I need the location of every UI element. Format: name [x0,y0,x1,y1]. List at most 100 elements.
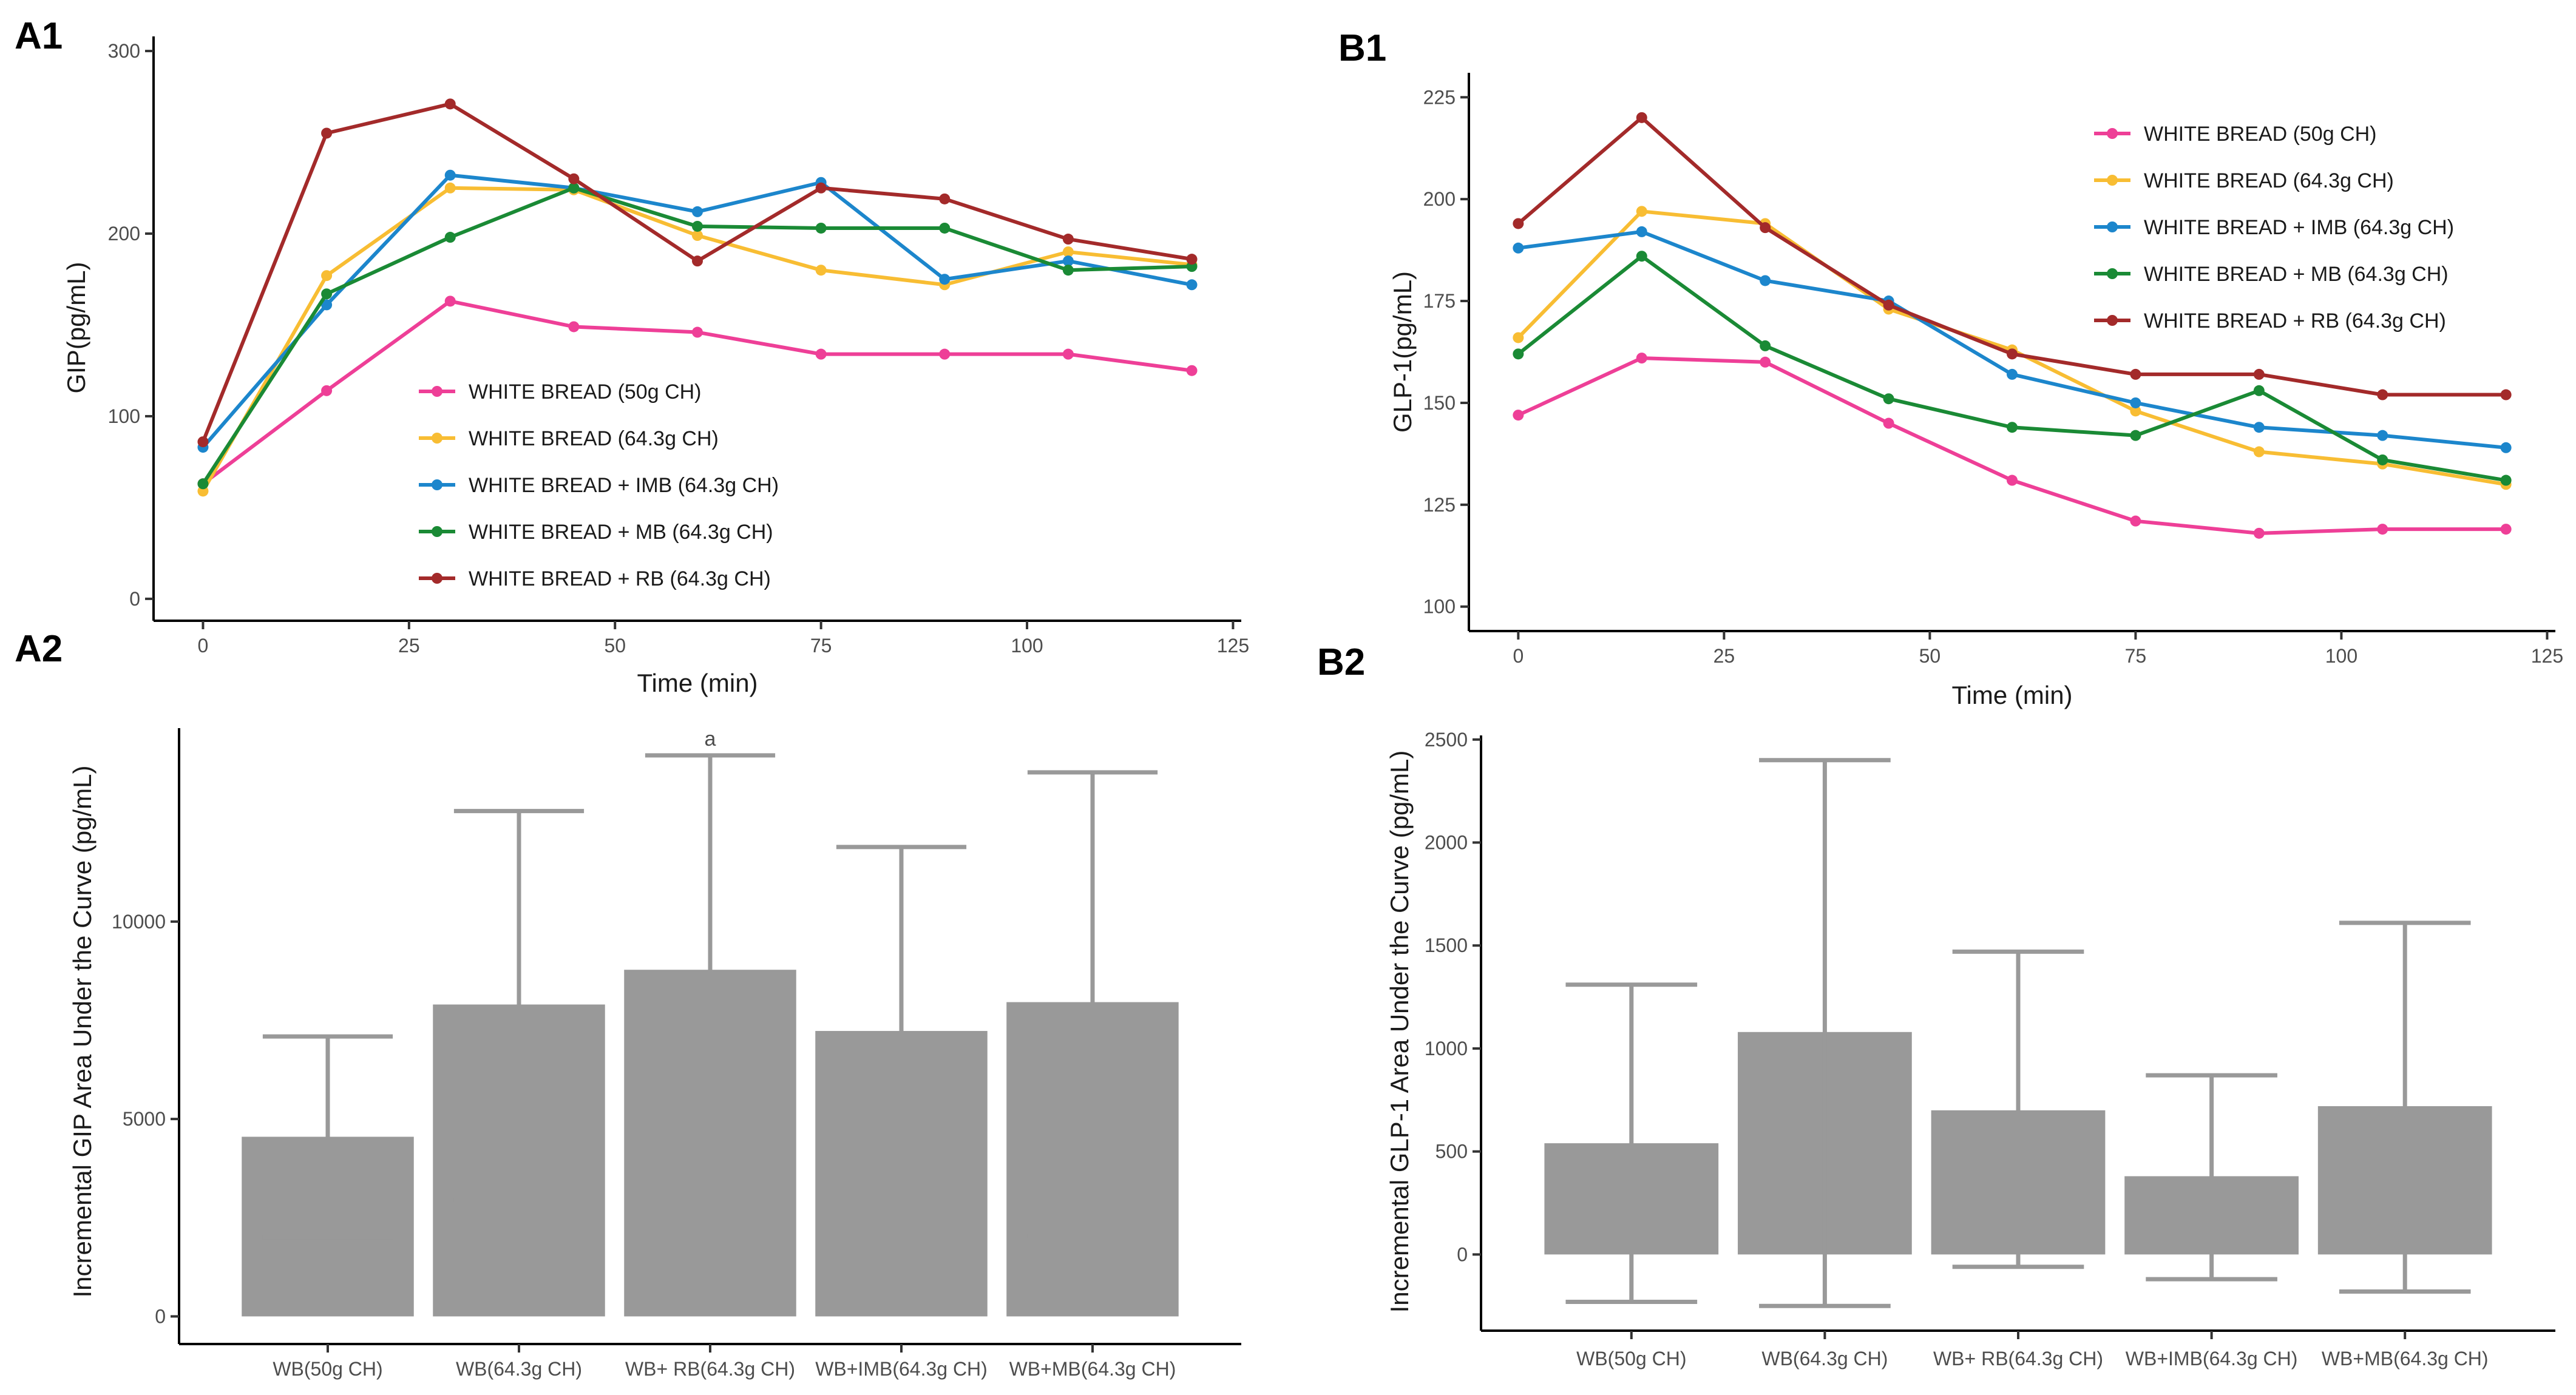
b1-data-point-wb50 [1760,356,1771,368]
a1-data-point-imb [444,169,456,181]
a1-data-point-mb [939,222,951,234]
b1-data-point-wb643 [2130,405,2141,417]
b1-legend-label-wb643: WHITE BREAD (64.3g CH) [2144,169,2394,192]
b2-category-label: WB+MB(64.3g CH) [2322,1348,2489,1370]
b1-legend-marker-mb [2107,268,2118,279]
a1-y-tick-label: 100 [108,405,140,427]
a1-data-point-wb643 [321,270,333,282]
b2-category-label: WB(64.3g CH) [1761,1348,1888,1370]
b1-y-tick-label: 225 [1423,86,1456,108]
b1-data-point-wb50 [2253,527,2265,539]
a1-legend-label-wb50: WHITE BREAD (50g CH) [469,380,702,404]
a2-category-label: WB(64.3g CH) [456,1358,582,1380]
b1-y-tick-label: 175 [1423,290,1456,312]
a2-y-tick-label: 0 [155,1305,166,1327]
b2-category-label: WB+ RB(64.3g CH) [1933,1348,2103,1370]
b1-x-tick-label: 25 [1713,645,1735,667]
b1-y-tick-label: 200 [1423,188,1456,210]
b1-data-point-mb [2007,422,2018,433]
b1-x-tick-label: 75 [2125,645,2147,667]
b1-data-point-rb [2500,389,2512,400]
b1-y-tick-label: 150 [1423,392,1456,414]
a1-data-point-wb50 [321,385,333,396]
a2-category-label: WB+IMB(64.3g CH) [815,1358,988,1380]
b1-legend-marker-wb50 [2107,128,2118,139]
a1-y-tick-label: 0 [129,588,140,610]
a1-data-point-mb [568,182,580,194]
b1-data-point-imb [2130,397,2141,408]
a1-data-point-rb [692,255,703,267]
a2-category-label: WB+MB(64.3g CH) [1009,1358,1176,1380]
b1-data-point-wb643 [1513,332,1524,343]
a1-data-point-wb50 [692,326,703,338]
b1-data-point-imb [2377,430,2388,441]
a1-x-tick-label: 0 [198,635,209,657]
b1-data-point-imb [1636,226,1647,237]
a1-x-tick-label: 50 [604,635,626,657]
a1-legend-marker-wb50 [432,386,442,397]
b1-data-point-rb [1760,222,1771,234]
b1-data-point-rb [1513,218,1524,229]
a1-data-point-mb [1062,265,1074,276]
panel-label-a2: A2 [15,628,63,670]
a2-category-label: WB(50g CH) [273,1358,382,1380]
a1-data-point-rb [1062,234,1074,245]
b1-data-point-rb [1883,299,1894,311]
a1-legend-label-rb: WHITE BREAD + RB (64.3g CH) [469,567,771,590]
b1-data-point-wb50 [2007,475,2018,486]
a1-data-point-imb [321,299,333,311]
b1-data-point-wb50 [2377,524,2388,535]
panel-label-b1: B1 [1338,27,1386,69]
b1-data-point-mb [1883,393,1894,405]
b1-data-point-imb [1513,242,1524,254]
b1-x-tick-label: 125 [2531,645,2563,667]
b1-legend-label-mb: WHITE BREAD + MB (64.3g CH) [2144,263,2449,286]
b1-data-point-mb [2500,475,2512,486]
a1-data-point-rb [815,182,827,194]
a1-data-point-imb [1062,255,1074,267]
b1-data-point-mb [2377,454,2388,465]
a1-data-point-rb [444,98,456,110]
a1-legend-label-wb643: WHITE BREAD (64.3g CH) [469,427,719,450]
b1-data-point-imb [1760,275,1771,286]
a1-data-point-wb643 [692,230,703,242]
a1-y-axis-title: GIP(pg/mL) [62,262,90,393]
a2-y-axis-title: Incremental GIP Area Under the Curve (pg… [68,766,97,1298]
a1-legend-marker-rb [432,573,442,584]
a1-y-tick-label: 200 [108,223,140,245]
b1-data-point-imb [2500,442,2512,453]
a1-legend-marker-mb [432,526,442,537]
a2-y-tick-label: 5000 [123,1108,166,1130]
a1-x-tick-label: 100 [1011,635,1043,657]
b1-data-point-mb [2130,430,2141,441]
b2-category-label: WB(50g CH) [1576,1348,1686,1370]
a1-data-point-imb [1186,279,1198,291]
a1-data-point-imb [692,206,703,217]
a1-data-point-wb50 [1186,365,1198,376]
b1-data-point-rb [2007,348,2018,360]
b1-legend-marker-imb [2107,221,2118,232]
b1-y-axis-title: GLP-1(pg/mL) [1388,271,1417,433]
b1-data-point-wb50 [1883,417,1894,429]
a1-data-point-wb50 [1062,348,1074,360]
b1-x-tick-label: 0 [1513,645,1524,667]
a1-legend-label-mb: WHITE BREAD + MB (64.3g CH) [469,521,773,544]
a2-significance-annotation: a [705,728,716,751]
a1-data-point-wb643 [1062,246,1074,258]
b1-y-tick-label: 100 [1423,596,1456,618]
b1-y-tick-label: 125 [1423,494,1456,516]
a1-y-tick-label: 300 [108,40,140,62]
a1-x-tick-label: 75 [810,635,832,657]
b1-data-point-wb50 [1636,353,1647,364]
b2-y-tick-label: 500 [1435,1141,1468,1163]
b1-data-point-mb [1636,251,1647,262]
b1-data-point-mb [1513,348,1524,360]
b2-y-tick-label: 1000 [1425,1038,1468,1059]
b1-data-point-wb643 [2253,446,2265,458]
panel-label-a1: A1 [15,15,63,57]
b1-data-point-mb [1760,340,1771,351]
b1-data-point-rb [1636,112,1647,123]
b1-data-point-mb [2253,385,2265,396]
b1-data-point-rb [2253,368,2265,380]
